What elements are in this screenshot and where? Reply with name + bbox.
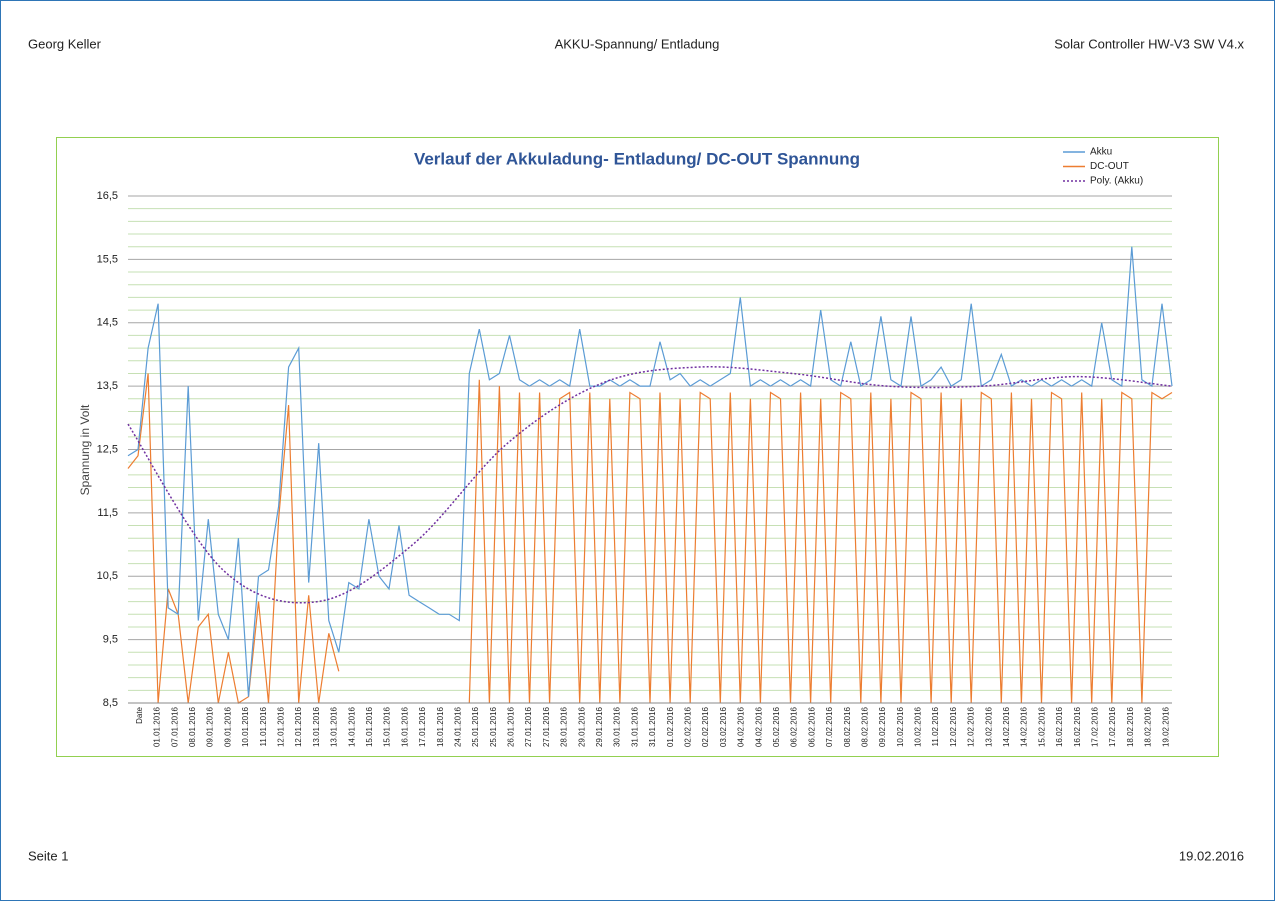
header-right: Solar Controller HW-V3 SW V4.x — [1054, 36, 1244, 51]
y-tick-label: 13,5 — [97, 380, 118, 392]
chart-frame — [56, 137, 1219, 757]
y-tick-label: 14,5 — [97, 317, 118, 329]
series-line — [127, 246, 1173, 697]
x-tick-label: 29.01.2016 — [595, 706, 604, 747]
x-tick-label: 02.02.2016 — [701, 706, 710, 747]
x-tick-label: 10.01.2016 — [241, 706, 250, 747]
legend-label: DC-OUT — [1090, 161, 1129, 172]
x-tick-label: 30.01.2016 — [613, 706, 622, 747]
x-tick-label: 04.02.2016 — [737, 706, 746, 747]
x-tick-label: 10.02.2016 — [914, 706, 923, 747]
legend-label: Akku — [1090, 147, 1112, 158]
x-tick-label: 09.02.2016 — [878, 706, 887, 747]
x-tick-label: 10.02.2016 — [896, 706, 905, 747]
footer-left: Seite 1 — [28, 848, 68, 863]
x-tick-label: 12.01.2016 — [294, 706, 303, 747]
x-tick-label: 15.01.2016 — [383, 706, 392, 747]
x-tick-label: 13.02.2016 — [984, 706, 993, 747]
x-tick-label: 12.02.2016 — [949, 706, 958, 747]
x-tick-label: 17.02.2016 — [1090, 706, 1099, 747]
x-tick-label: 01.01.2016 — [153, 706, 162, 747]
x-tick-label: 25.01.2016 — [471, 706, 480, 747]
x-tick-label: 04.02.2016 — [754, 706, 763, 747]
x-tick-label: 27.01.2016 — [542, 706, 551, 747]
header-left: Georg Keller — [28, 36, 102, 51]
x-tick-label: 16.02.2016 — [1073, 706, 1082, 747]
x-tick-label: 01.02.2016 — [666, 706, 675, 747]
x-tick-label: 09.01.2016 — [206, 706, 215, 747]
y-tick-label: 9,5 — [103, 634, 118, 646]
x-tick-label: 13.01.2016 — [312, 706, 321, 747]
x-tick-label: 14.02.2016 — [1020, 706, 1029, 747]
y-tick-label: 16,5 — [97, 190, 118, 202]
x-tick-label: 18.02.2016 — [1144, 706, 1153, 747]
series-line — [127, 366, 1173, 604]
x-tick-label: 03.02.2016 — [719, 706, 728, 747]
x-tick-label: 25.01.2016 — [489, 706, 498, 747]
x-tick-label: 28.01.2016 — [560, 706, 569, 747]
x-tick-label: 11.01.2016 — [259, 706, 268, 746]
x-tick-label: 17.02.2016 — [1108, 706, 1117, 747]
x-tick-label: 06.02.2016 — [807, 706, 816, 747]
x-tick-label: 24.01.2016 — [453, 706, 462, 747]
x-tick-label: 26.01.2016 — [507, 706, 516, 747]
x-tick-label: 13.01.2016 — [330, 706, 339, 747]
x-tick-label: 12.01.2016 — [277, 706, 286, 747]
x-tick-label: 15.02.2016 — [1037, 706, 1046, 747]
x-tick-label: 05.02.2016 — [772, 706, 781, 747]
x-tick-label: 16.02.2016 — [1055, 706, 1064, 747]
x-tick-label: 29.01.2016 — [577, 706, 586, 747]
x-tick-label: 14.02.2016 — [1002, 706, 1011, 747]
x-tick-label: 07.01.2016 — [170, 706, 179, 747]
x-tick-label: 17.01.2016 — [418, 706, 427, 747]
x-tick-label: 15.01.2016 — [365, 706, 374, 747]
legend: Akku DC-OUT Poly. (Akku) — [1063, 147, 1143, 187]
series-line — [127, 373, 1173, 704]
x-tick-label: 08.01.2016 — [188, 706, 197, 747]
x-tick-label: 07.02.2016 — [825, 706, 834, 747]
x-tick-label: Date — [135, 706, 144, 723]
header-center: AKKU-Spannung/ Entladung — [555, 36, 720, 51]
x-tick-label: 11.02.2016 — [931, 706, 940, 746]
y-tick-label: 10,5 — [97, 570, 118, 582]
x-tick-label: 18.02.2016 — [1126, 706, 1135, 747]
x-tick-label: 12.02.2016 — [967, 706, 976, 747]
y-tick-label: 12,5 — [97, 443, 118, 455]
y-tick-label: 11,5 — [97, 507, 118, 519]
plot — [127, 246, 1173, 704]
x-tick-label: 06.02.2016 — [790, 706, 799, 747]
x-tick-label: 14.01.2016 — [347, 706, 356, 747]
x-tick-label: 02.02.2016 — [683, 706, 692, 747]
footer-right: 19.02.2016 — [1179, 848, 1244, 863]
x-tick-label: 19.02.2016 — [1161, 706, 1170, 747]
x-tick-label: 18.01.2016 — [436, 706, 445, 747]
chart-title: Verlauf der Akkuladung- Entladung/ DC-OU… — [414, 149, 860, 168]
y-axis-label: Spannung in Volt — [78, 404, 92, 495]
x-tick-label: 31.01.2016 — [648, 706, 657, 747]
y-tick-label: 15,5 — [97, 253, 118, 265]
axes: 8,5 9,5 10,5 11,5 12,5 13,5 14,5 15,5 16,5 Date 01… — [97, 190, 1172, 747]
x-tick-label: 16.01.2016 — [400, 706, 409, 747]
x-tick-label: 27.01.2016 — [524, 706, 533, 747]
y-tick-label: 8,5 — [103, 697, 118, 709]
x-tick-label: 31.01.2016 — [630, 706, 639, 747]
x-tick-label: 08.02.2016 — [860, 706, 869, 747]
x-tick-label: 09.01.2016 — [223, 706, 232, 747]
x-tick-label: 08.02.2016 — [843, 706, 852, 747]
legend-label: Poly. (Akku) — [1090, 176, 1143, 187]
